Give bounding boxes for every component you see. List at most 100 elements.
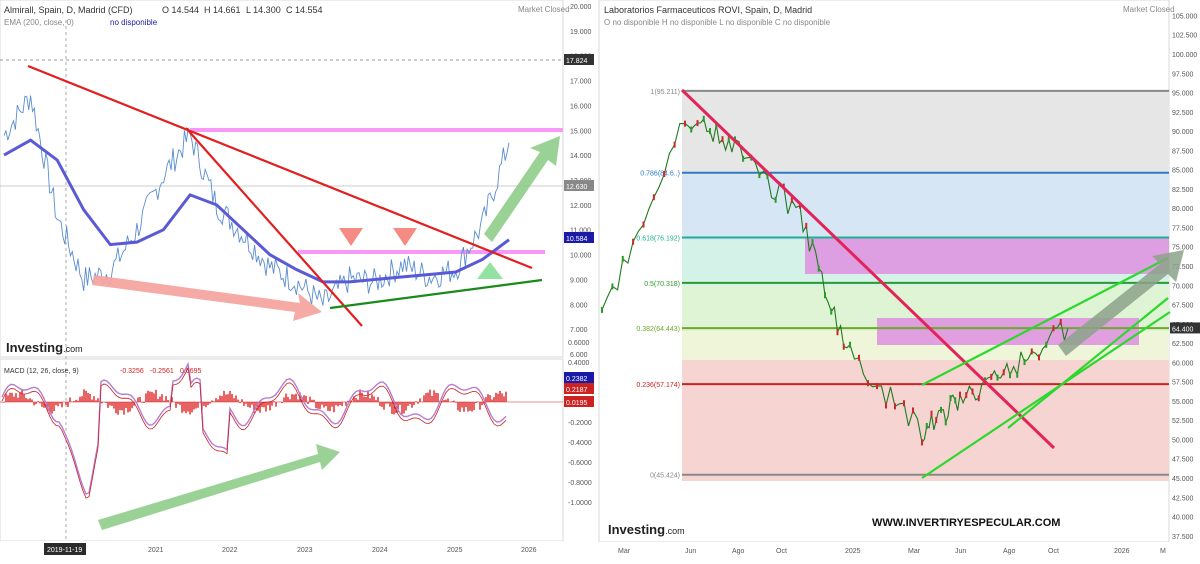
candle (1002, 369, 1005, 376)
left-ohlc-open: O 14.544 (162, 5, 199, 15)
right-price-tick: 105.000 (1172, 13, 1197, 20)
right-channel-mid (1007, 297, 1169, 429)
left-price-tick: 17.000 (570, 79, 592, 86)
fib-zone-1 (682, 91, 1169, 175)
left-macd-histogram (1, 389, 507, 415)
candle (727, 136, 730, 143)
right-price-tick: 85.000 (1172, 168, 1194, 175)
left-top-marker-1 (339, 228, 363, 246)
left-price-tick: 8.000 (570, 302, 588, 309)
candle (1030, 348, 1033, 355)
right-time-label: Mar (908, 548, 921, 555)
candle (1009, 372, 1011, 379)
left-time-label: 2019-11-19 (47, 547, 82, 554)
candle (1059, 318, 1062, 325)
fib-level-label: 0.382(64.443) (636, 326, 680, 333)
left-time-label: 2025 (447, 547, 463, 554)
left-ema-status: no disponible (110, 18, 158, 27)
right-time-label: Oct (1048, 548, 1059, 555)
right-time-label: Mar (618, 548, 631, 555)
left-macd-value-label-bg (564, 383, 594, 394)
candle (996, 374, 999, 381)
right-downtrend-line (680, 88, 1056, 450)
right-price-tick: 62.500 (1172, 341, 1194, 348)
candle (824, 292, 826, 299)
candle (611, 283, 614, 290)
right-market-status: Market Closed (1123, 5, 1175, 14)
fib-level-label: 0.618(76.192) (636, 236, 680, 243)
right-price-tick: 60.000 (1172, 360, 1194, 367)
candle (817, 265, 820, 272)
fib-level-label: 0.5(70.318) (644, 281, 680, 288)
right-time-label: Jun (685, 548, 696, 555)
left-chart-title: Almirall, Spain, D, Madrid (CFD) (4, 5, 133, 15)
left-macd-label[interactable]: MACD (12, 26, close, 9) (4, 368, 79, 375)
left-price-tick: 14.000 (570, 153, 592, 160)
left-macd-value-label: 0.0195 (566, 400, 588, 407)
candle (642, 221, 645, 228)
left-macd-axis: 0.60000.40000.20000.0000-0.2000-0.4000-0… (568, 340, 592, 507)
candle (930, 410, 933, 417)
right-ohlc-line: O no disponible H no disponible L no dis… (604, 18, 831, 27)
candle (696, 120, 699, 127)
left-time-label: 2021 (148, 547, 164, 554)
right-time-axis: Mar Jun Ago Oct 2025 Mar Jun Ago Oct 2026 M (618, 548, 1166, 555)
left-price-tick: 11.000 (570, 228, 591, 235)
left-downtrend-line-long (27, 64, 533, 270)
candle (925, 422, 928, 429)
left-macd-value-label-bg (564, 396, 594, 407)
candle (1038, 354, 1040, 361)
left-macd-labels: 0.2382 0.2187 0.0195 (564, 372, 594, 407)
right-price-tick: 52.500 (1172, 418, 1194, 425)
right-time-label: Ago (1003, 548, 1016, 555)
candle (1016, 371, 1019, 378)
left-market-status: Market Closed (518, 5, 570, 14)
right-price-tick: 42.500 (1172, 495, 1194, 502)
left-macd-tick: -0.2000 (568, 420, 592, 427)
right-chart-panel: 1(95.211) 0.786(84.6..) 0.618(76.192) 0.5(7… (598, 0, 1200, 559)
right-time-label: 2026 (1114, 548, 1130, 555)
left-price-label: 12.630 (566, 184, 588, 191)
right-price-tick: 87.500 (1172, 148, 1194, 155)
left-time-label: 2022 (222, 547, 238, 554)
candle (673, 141, 676, 148)
left-macd-tick: 0.4000 (568, 360, 590, 367)
right-price-tick: 45.000 (1172, 476, 1194, 483)
left-time-label: 2023 (297, 547, 313, 554)
right-price-label-bg (1170, 322, 1200, 334)
right-brand-logo: Investing.com (608, 522, 685, 537)
right-price-label: 64.400 (1172, 326, 1194, 333)
candle (601, 306, 603, 313)
right-price-tick: 75.000 (1172, 245, 1194, 252)
left-time-label: 2024 (372, 547, 388, 554)
candle (912, 407, 914, 414)
fib-zone-6 (682, 360, 1169, 481)
candle (684, 120, 686, 127)
candle (663, 170, 666, 177)
candle (849, 341, 851, 348)
left-macd-line (1, 361, 507, 496)
right-price-axis: 105.000 102.500 100.000 97.500 95.000 92.500 9… (1172, 13, 1197, 540)
right-time-label: M (1160, 548, 1166, 555)
left-macd-value-label-bg (564, 372, 594, 383)
left-price-labels: 17.824 12.630 10.584 (564, 54, 594, 243)
candle (702, 115, 705, 122)
candle (949, 395, 952, 402)
left-ema-label[interactable]: EMA (200, close, 0) (4, 18, 74, 27)
right-price-tick: 55.000 (1172, 399, 1194, 406)
candle (885, 402, 887, 409)
left-ohlc-low: L 14.300 (246, 5, 281, 15)
candle (811, 239, 814, 246)
left-macd-value-2: -0.2561 (150, 368, 174, 375)
right-price-tick: 40.000 (1172, 515, 1194, 522)
left-time-axis-bg (0, 541, 563, 559)
right-price-tick: 57.500 (1172, 380, 1194, 387)
candle (709, 128, 711, 135)
right-price-tick: 50.000 (1172, 437, 1194, 444)
left-macd-value-1: -0.3256 (120, 368, 144, 375)
candle (652, 194, 655, 201)
right-time-label: Oct (776, 548, 787, 555)
right-time-label: Ago (732, 548, 745, 555)
candle (766, 173, 769, 180)
left-ohlc-close: C 14.554 (286, 5, 323, 15)
